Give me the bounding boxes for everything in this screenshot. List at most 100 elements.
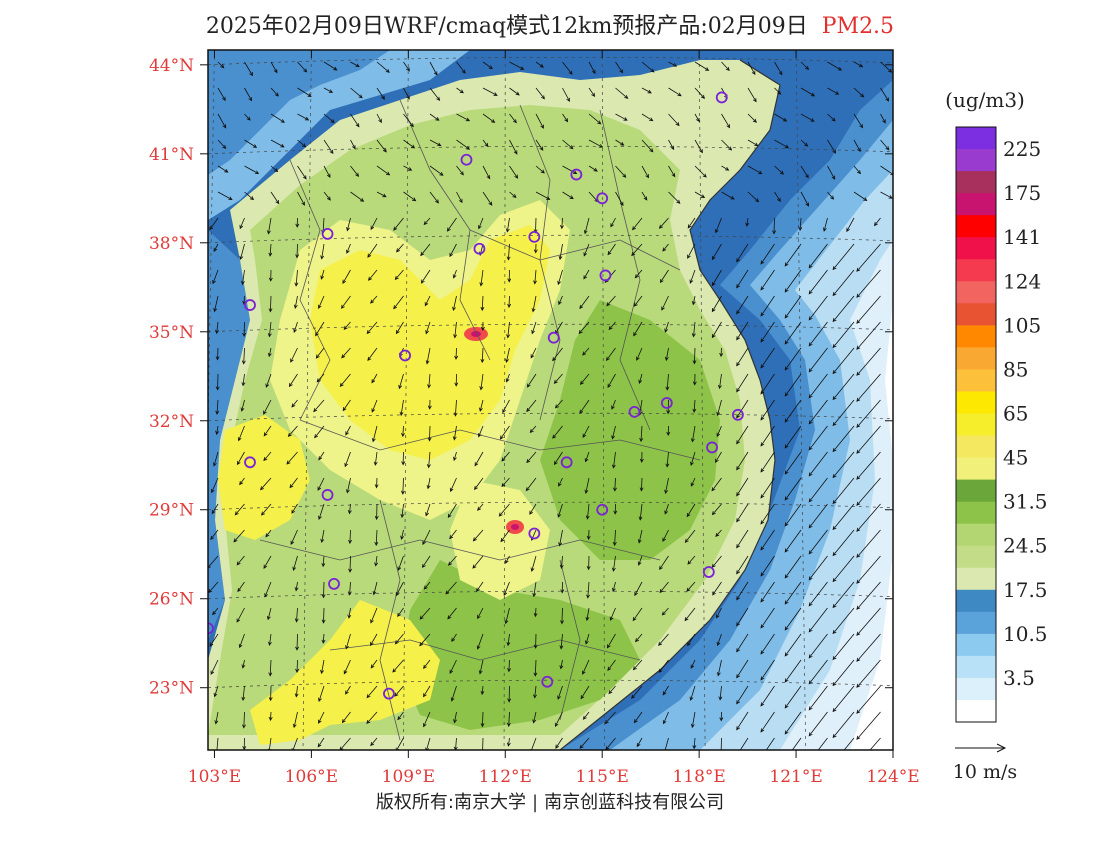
colorbar-swatch bbox=[956, 611, 996, 635]
colorbar-label: 85 bbox=[1003, 357, 1028, 381]
city-marker bbox=[660, 397, 673, 409]
city-marker bbox=[547, 331, 560, 344]
latitude-labels: 23°N 26°N 29°N 32°N 35°N 38°N 41°N 44°N bbox=[149, 56, 194, 699]
latitude-label: 41°N bbox=[149, 145, 194, 165]
copyright-owner-university: 版权所有:南京大学 bbox=[375, 792, 526, 813]
colorbar-label: 17.5 bbox=[1003, 578, 1048, 602]
title-main: 2025年02月09日WRF/cmaq模式12km预报产品:02月09日 bbox=[205, 14, 808, 39]
colorbar-label: 31.5 bbox=[1003, 490, 1048, 514]
colorbar-swatch bbox=[956, 699, 996, 723]
city-marker bbox=[596, 192, 609, 205]
colorbar-swatch bbox=[956, 633, 996, 657]
colorbar-swatch bbox=[956, 567, 996, 591]
longitude-label: 103°E bbox=[188, 767, 241, 787]
color-bar bbox=[955, 126, 997, 723]
city-marker bbox=[328, 577, 340, 590]
map-field bbox=[208, 50, 893, 750]
colorbar-swatch bbox=[956, 457, 996, 481]
map-frame bbox=[207, 49, 894, 751]
colorbar-swatch bbox=[956, 171, 996, 194]
colorbar-swatch bbox=[956, 589, 996, 613]
colorbar-swatch bbox=[956, 259, 996, 282]
colorbar-swatch bbox=[956, 677, 996, 701]
colorbar-swatch bbox=[956, 655, 996, 679]
longitude-label: 118°E bbox=[672, 767, 725, 787]
city-marker bbox=[244, 456, 256, 469]
northwest-clean-region-dark bbox=[208, 50, 390, 175]
city-marker bbox=[541, 675, 554, 688]
copyright-separator: | bbox=[532, 792, 539, 813]
city-marker bbox=[560, 456, 573, 469]
colorbar-label: 65 bbox=[1003, 401, 1028, 425]
city-marker bbox=[473, 242, 486, 255]
city-marker bbox=[570, 168, 583, 181]
longitude-label: 115°E bbox=[576, 767, 629, 787]
city-marker bbox=[321, 227, 334, 240]
colorbar-label: 105 bbox=[1003, 313, 1041, 337]
city-marker bbox=[702, 566, 715, 578]
copyright-owner-company: 南京创蓝科技有限公司 bbox=[544, 792, 725, 813]
longitude-label: 112°E bbox=[479, 767, 532, 787]
colorbar-swatch bbox=[956, 347, 996, 370]
colorbar-label: 45 bbox=[1003, 446, 1028, 470]
colorbar-swatch bbox=[956, 281, 996, 304]
colorbar-label: 3.5 bbox=[1003, 666, 1035, 690]
city-marker bbox=[321, 489, 334, 501]
colorbar-label: 24.5 bbox=[1003, 534, 1048, 558]
colorbar-swatch bbox=[956, 303, 996, 326]
city-marker bbox=[732, 408, 744, 421]
pm25-hotspot-south-core bbox=[511, 524, 519, 530]
latitude-label: 35°N bbox=[149, 323, 194, 343]
map-title: 2025年02月09日WRF/cmaq模式12km预报产品:02月09日 PM2.… bbox=[0, 8, 1100, 40]
colorbar-units: (ug/m3) bbox=[945, 88, 1025, 112]
province-boundaries bbox=[259, 99, 701, 741]
city-marker bbox=[528, 527, 541, 540]
wind-vectors bbox=[208, 61, 893, 750]
colorbar-swatch bbox=[956, 435, 996, 459]
colorbar-swatch bbox=[956, 193, 996, 216]
wind-reference-arrow bbox=[955, 743, 1007, 753]
ocean-band-pale bbox=[700, 120, 893, 750]
city-marker bbox=[596, 503, 609, 516]
colorbar-swatch bbox=[956, 369, 996, 392]
colorbar-swatch bbox=[956, 149, 996, 172]
city-marker bbox=[706, 441, 718, 454]
colorbar-swatch bbox=[956, 325, 996, 348]
longitude-label: 109°E bbox=[382, 767, 435, 787]
latitude-label: 32°N bbox=[149, 412, 194, 432]
longitude-labels: 103°E 106°E 109°E 112°E 115°E 118°E 121°E 124°E bbox=[188, 767, 920, 787]
colorbar-swatch bbox=[956, 413, 996, 437]
colorbar-swatch bbox=[956, 391, 996, 414]
latitude-label: 44°N bbox=[149, 56, 194, 76]
colorbar-label: 175 bbox=[1003, 181, 1041, 205]
colorbar-swatch bbox=[956, 237, 996, 260]
latitude-label: 23°N bbox=[149, 679, 194, 699]
city-marker bbox=[599, 269, 612, 282]
city-markers bbox=[208, 91, 744, 700]
colorbar-swatch bbox=[956, 127, 996, 150]
colorbar-swatch bbox=[956, 523, 996, 547]
west-clean-strip bbox=[208, 230, 250, 640]
wind-reference-label: 10 m/s bbox=[953, 761, 1017, 783]
ocean-band-faint bbox=[780, 200, 893, 750]
latitude-label: 38°N bbox=[149, 234, 194, 254]
colorbar-swatch bbox=[956, 545, 996, 569]
colorbar-swatch bbox=[956, 501, 996, 525]
yellow-zone-sichuan bbox=[218, 415, 310, 540]
land-green-dark bbox=[540, 300, 720, 560]
ocean-band-clear bbox=[850, 300, 893, 750]
colorbar-swatch bbox=[956, 215, 996, 238]
coastline bbox=[559, 59, 781, 750]
city-marker bbox=[399, 349, 411, 362]
city-marker bbox=[208, 622, 214, 635]
longitude-label: 106°E bbox=[285, 767, 338, 787]
city-marker bbox=[628, 405, 641, 418]
copyright: 版权所有:南京大学 | 南京创蓝科技有限公司 bbox=[0, 788, 1100, 814]
colorbar-label: 10.5 bbox=[1003, 622, 1048, 646]
yellow-zone-core bbox=[310, 225, 550, 460]
latitude-label: 26°N bbox=[149, 590, 194, 610]
longitude-label: 124°E bbox=[866, 767, 919, 787]
latitude-label: 29°N bbox=[149, 501, 194, 521]
color-bar-labels: 225 175 141 124 105 85 65 45 31.5 24.5 17.5 10.5 3.5 bbox=[1003, 137, 1048, 690]
